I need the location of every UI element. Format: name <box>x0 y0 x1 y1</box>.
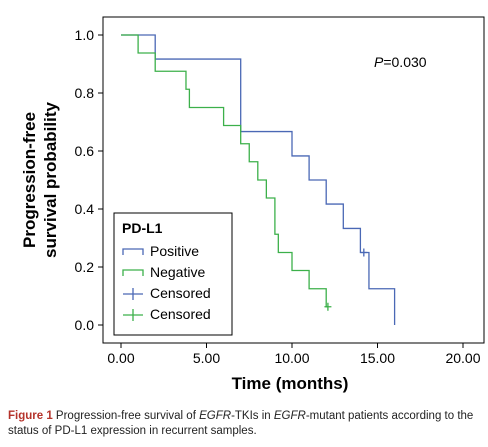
x-tick-label: 10.00 <box>274 350 309 366</box>
y-axis-label-line1: Progression-free <box>20 112 39 248</box>
legend-entry-label: Positive <box>150 243 199 259</box>
curve-negative <box>121 34 328 308</box>
p-value-annotation: P=0.030 <box>374 54 427 70</box>
legend-entries: Positive Negative Censored Censored <box>122 243 211 322</box>
censor-mark-negative <box>324 302 332 311</box>
x-tick-label: 20.00 <box>445 350 480 366</box>
legend-entry-label: Negative <box>150 264 205 280</box>
caption-lead: Figure 1 <box>8 410 53 422</box>
x-axis-label: Time (months) <box>232 374 349 393</box>
y-tick-label: 0.6 <box>75 143 95 159</box>
censor-mark-positive <box>360 248 368 257</box>
legend-step-symbol <box>122 269 144 276</box>
x-tick-label: 0.00 <box>107 350 134 366</box>
legend-entry-label: Censored <box>150 285 211 301</box>
legend-title: PD-L1 <box>122 220 163 236</box>
curve-positive <box>121 34 396 325</box>
legend-entry-label: Censored <box>150 306 211 322</box>
y-axis-ticks: 0.0 0.2 0.4 0.6 0.8 1.0 <box>75 27 103 333</box>
y-tick-label: 0.0 <box>75 317 95 333</box>
legend-step-symbol <box>122 248 144 255</box>
p-value-number: =0.030 <box>383 54 426 70</box>
y-tick-label: 0.8 <box>75 85 95 101</box>
caption-italic-run: EGFR <box>199 410 232 422</box>
y-tick-label: 0.2 <box>75 259 95 275</box>
x-axis-ticks: 0.00 5.00 10.00 15.00 20.00 <box>107 343 481 366</box>
figure-caption: Figure 1 Progression-free survival of EG… <box>8 409 484 439</box>
caption-text-run: -mutant patients according to the status… <box>8 410 474 437</box>
caption-text-run: -TKIs in <box>231 410 274 422</box>
x-tick-label: 15.00 <box>360 350 395 366</box>
caption-italic-run: EGFR <box>273 410 306 422</box>
legend-censor-symbol <box>123 288 143 300</box>
y-axis-label-line2: survival probability <box>41 102 60 258</box>
y-tick-label: 0.4 <box>75 201 95 217</box>
caption-text-run: Progression-free survival of <box>52 410 200 422</box>
legend-censor-symbol <box>123 309 143 321</box>
legend: PD-L1 Positive Negative Censored Censored <box>113 212 233 336</box>
caption-body: Progression-free survival of EGFR-TKIs i… <box>8 410 473 437</box>
plot-frame <box>102 16 485 344</box>
p-value-label: P <box>374 54 384 70</box>
x-tick-label: 5.00 <box>193 350 220 366</box>
y-tick-label: 1.0 <box>75 27 95 43</box>
survival-curves <box>121 34 396 325</box>
